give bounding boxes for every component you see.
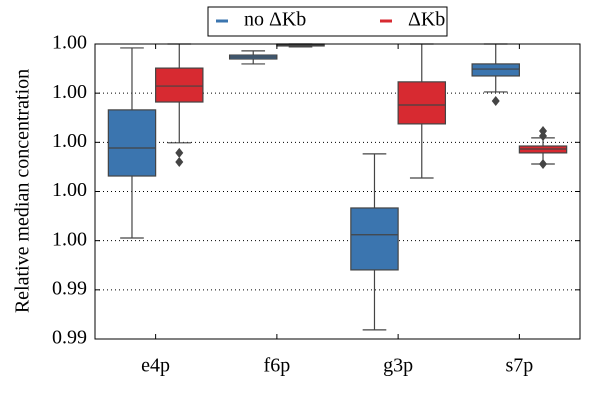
- outlier: [175, 147, 184, 158]
- legend-label: ΔKb: [408, 9, 445, 31]
- outlier: [539, 130, 548, 141]
- box: [471, 63, 520, 77]
- x-tick-label: e4p: [141, 355, 170, 377]
- box: [107, 109, 157, 177]
- box: [155, 67, 204, 103]
- y-tick-label: 1.00: [52, 179, 87, 201]
- y-axis-label: Relative median concentration: [12, 69, 34, 313]
- y-tick-label: 1.00: [52, 32, 87, 54]
- x-tick-label: g3p: [383, 355, 413, 377]
- legend-label: no ΔKb: [244, 9, 306, 31]
- y-tick-label: 1.00: [52, 228, 87, 250]
- plot-frame: [94, 43, 581, 340]
- x-tick-label: s7p: [505, 355, 533, 377]
- y-tick-label: 0.99: [52, 277, 87, 299]
- y-tick-label: 1.00: [52, 130, 87, 152]
- y-tick-label: 1.00: [52, 81, 87, 103]
- outlier: [491, 96, 500, 107]
- outlier: [539, 158, 548, 169]
- legend-box: [207, 6, 448, 37]
- box: [397, 81, 447, 125]
- outlier: [175, 157, 184, 167]
- y-tick-label: 0.99: [52, 327, 87, 349]
- x-tick-label: f6p: [264, 355, 291, 377]
- box: [350, 207, 399, 271]
